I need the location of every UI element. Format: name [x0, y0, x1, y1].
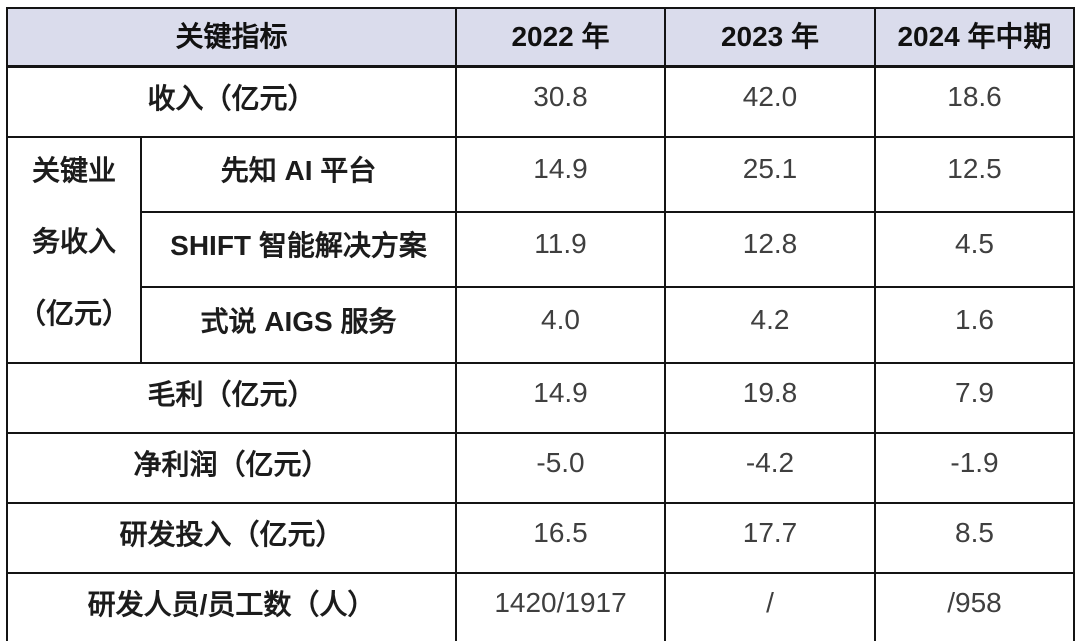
cell-xianzhi-2022: 14.9 [455, 135, 666, 213]
header-cell-2024-interim: 2024 年中期 [874, 7, 1075, 68]
merged-cell-line1: 关键业 [31, 155, 116, 187]
cell-headcount-2023: / [664, 571, 876, 641]
cell-net-2022: -5.0 [455, 431, 666, 504]
cell-revenue-2024: 18.6 [874, 65, 1075, 138]
row-label-rd-investment: 研发投入（亿元） [6, 501, 457, 574]
cell-gross-2023: 19.8 [664, 361, 876, 434]
cell-rd-2024: 8.5 [874, 501, 1075, 574]
table-row-revenue: 收入（亿元） 30.8 42.0 18.6 [6, 65, 1075, 138]
cell-shift-2023: 12.8 [664, 210, 876, 289]
header-row: 关键指标 2022 年 2023 年 2024 年中期 [6, 7, 1075, 68]
cell-rd-2023: 17.7 [664, 501, 876, 574]
cell-revenue-2022: 30.8 [455, 65, 666, 138]
cell-net-2024: -1.9 [874, 431, 1075, 504]
table-row-headcount: 研发人员/员工数（人） 1420/1917 / /958 [6, 571, 1075, 641]
row-label-xianzhi-ai-platform: 先知 AI 平台 [140, 135, 457, 213]
cell-shift-2024: 4.5 [874, 210, 1075, 289]
row-label-shift-solutions: SHIFT 智能解决方案 [140, 210, 457, 289]
cell-aigs-2022: 4.0 [455, 286, 666, 364]
table-row-shishuo-aigs: 式说 AIGS 服务 4.0 4.2 1.6 [7, 286, 1075, 364]
cell-net-2023: -4.2 [664, 431, 876, 504]
cell-revenue-2023: 42.0 [664, 65, 876, 138]
row-label-shishuo-aigs: 式说 AIGS 服务 [140, 286, 457, 364]
cell-aigs-2023: 4.2 [664, 286, 876, 364]
cell-xianzhi-2024: 12.5 [874, 135, 1075, 213]
cell-xianzhi-2023: 25.1 [664, 135, 876, 213]
header-cell-indicator: 关键指标 [6, 7, 457, 68]
row-label-revenue: 收入（亿元） [6, 65, 457, 138]
header-cell-2023: 2023 年 [664, 7, 876, 68]
table-row-net-profit: 净利润（亿元） -5.0 -4.2 -1.9 [6, 431, 1075, 504]
cell-gross-2024: 7.9 [874, 361, 1075, 434]
cell-headcount-2024: /958 [874, 571, 1075, 641]
header-cell-2022: 2022 年 [455, 7, 666, 68]
table-row-shift: SHIFT 智能解决方案 11.9 12.8 4.5 [7, 210, 1075, 289]
row-label-net-profit: 净利润（亿元） [6, 431, 457, 504]
row-label-headcount: 研发人员/员工数（人） [6, 571, 457, 641]
cell-shift-2022: 11.9 [455, 210, 666, 289]
table-row-xianzhi-ai: 关键业 务收入 （亿元） 先知 AI 平台 14.9 25.1 12.5 [6, 135, 1075, 364]
merged-cell-line3: （亿元） [17, 297, 130, 329]
table-row-gross-profit: 毛利（亿元） 14.9 19.8 7.9 [6, 361, 1075, 434]
merged-cell-line2: 务收入 [31, 226, 116, 258]
cell-rd-2022: 16.5 [455, 501, 666, 574]
kpi-table: 关键指标 2022 年 2023 年 2024 年中期 收入（亿元） 30.8 … [6, 7, 1075, 641]
cell-aigs-2024: 1.6 [874, 286, 1075, 364]
merged-cell-text: 关键业 务收入 （亿元） [9, 139, 139, 352]
table-row-rd-investment: 研发投入（亿元） 16.5 17.7 8.5 [6, 501, 1075, 574]
cell-gross-2022: 14.9 [455, 361, 666, 434]
row-label-gross-profit: 毛利（亿元） [6, 361, 457, 434]
cell-headcount-2022: 1420/1917 [455, 571, 666, 641]
merged-cell-key-business-revenue: 关键业 务收入 （亿元） [6, 135, 142, 364]
